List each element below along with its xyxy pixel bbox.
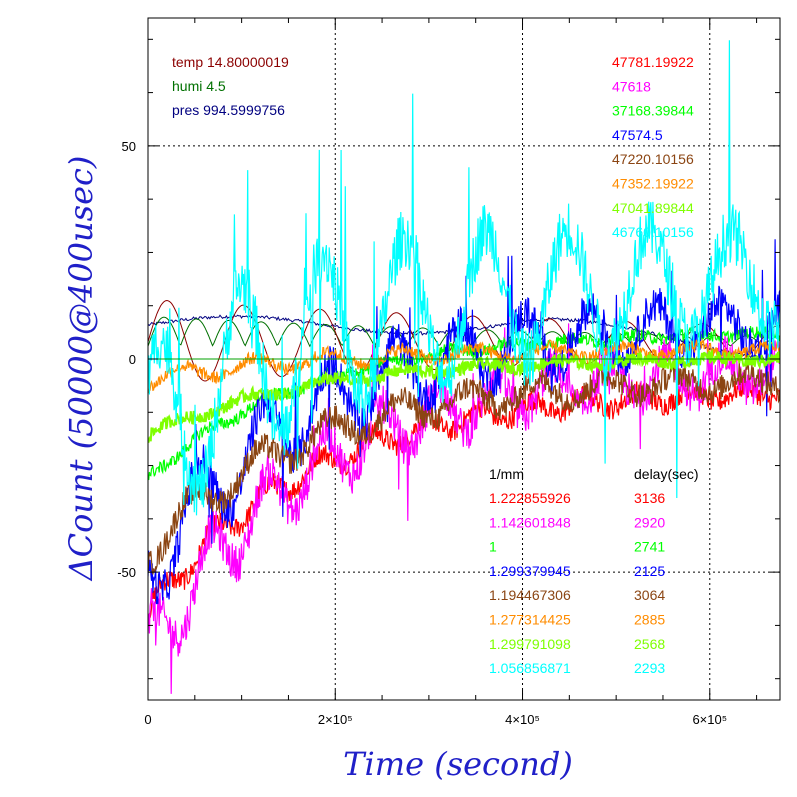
- env-legend-1: humi 4.5: [172, 78, 226, 94]
- x-tick-label-2: 4×10⁵: [505, 712, 540, 727]
- series-legend-4: 47220.10156: [612, 151, 694, 167]
- series-legend-6: 47041.89844: [612, 200, 694, 216]
- x-tick-label-3: 6×10⁵: [692, 712, 727, 727]
- series-legend-5: 47352.19922: [612, 176, 694, 192]
- series-legend-3: 47574.5: [612, 127, 663, 143]
- delay-label-0: 3136: [634, 490, 665, 506]
- x-tick-label-0: 0: [144, 712, 151, 727]
- delay-label-2: 2741: [634, 539, 665, 555]
- scale-label-6: 1.299791098: [489, 636, 571, 652]
- series-legend-7: 46760.10156: [612, 224, 694, 240]
- y-tick-label-0: 50: [122, 139, 136, 154]
- series-legend-0: 47781.19922: [612, 54, 694, 70]
- scale-label-7: 1.056856871: [489, 660, 571, 676]
- scale-label-0: 1.222855926: [489, 490, 571, 506]
- legend-header-delay: delay(sec): [634, 466, 699, 482]
- series-layer: [148, 40, 780, 694]
- series-line-1: [148, 323, 780, 694]
- delay-label-1: 2920: [634, 514, 665, 530]
- delay-label-4: 3064: [634, 587, 665, 603]
- scale-label-4: 1.194467306: [489, 587, 571, 603]
- env-legend-2: pres 994.5999756: [172, 102, 285, 118]
- series-legend-1: 47618: [612, 78, 651, 94]
- ticks: 0 2×10⁵ 4×10⁵ 6×10⁵ 50 0 -50: [117, 18, 780, 727]
- series-legend-2: 37168.39844: [612, 103, 694, 119]
- legend-header-scale: 1/mm: [489, 466, 524, 482]
- delay-label-3: 2125: [634, 563, 665, 579]
- series-line-5: [148, 338, 780, 394]
- delay-label-5: 2885: [634, 612, 665, 628]
- env-legend-0: temp 14.80000019: [172, 54, 289, 70]
- delay-label-6: 2568: [634, 636, 665, 652]
- scale-label-3: 1.299379945: [489, 563, 571, 579]
- series-line-7: [148, 40, 780, 516]
- legend: temp 14.80000019 humi 4.5 pres 994.5999756…: [172, 54, 699, 676]
- y-tick-label-1: 0: [129, 352, 136, 367]
- scale-label-5: 1.277314425: [489, 612, 571, 628]
- scale-label-2: 1: [489, 539, 497, 555]
- x-tick-label-1: 2×10⁵: [318, 712, 353, 727]
- y-tick-label-2: -50: [117, 565, 136, 580]
- y-axis-title: ΔCount (50000@400usec): [62, 156, 100, 583]
- delay-label-7: 2293: [634, 660, 665, 676]
- scale-label-1: 1.142601848: [489, 514, 571, 530]
- x-axis-title: Time (second): [343, 745, 573, 783]
